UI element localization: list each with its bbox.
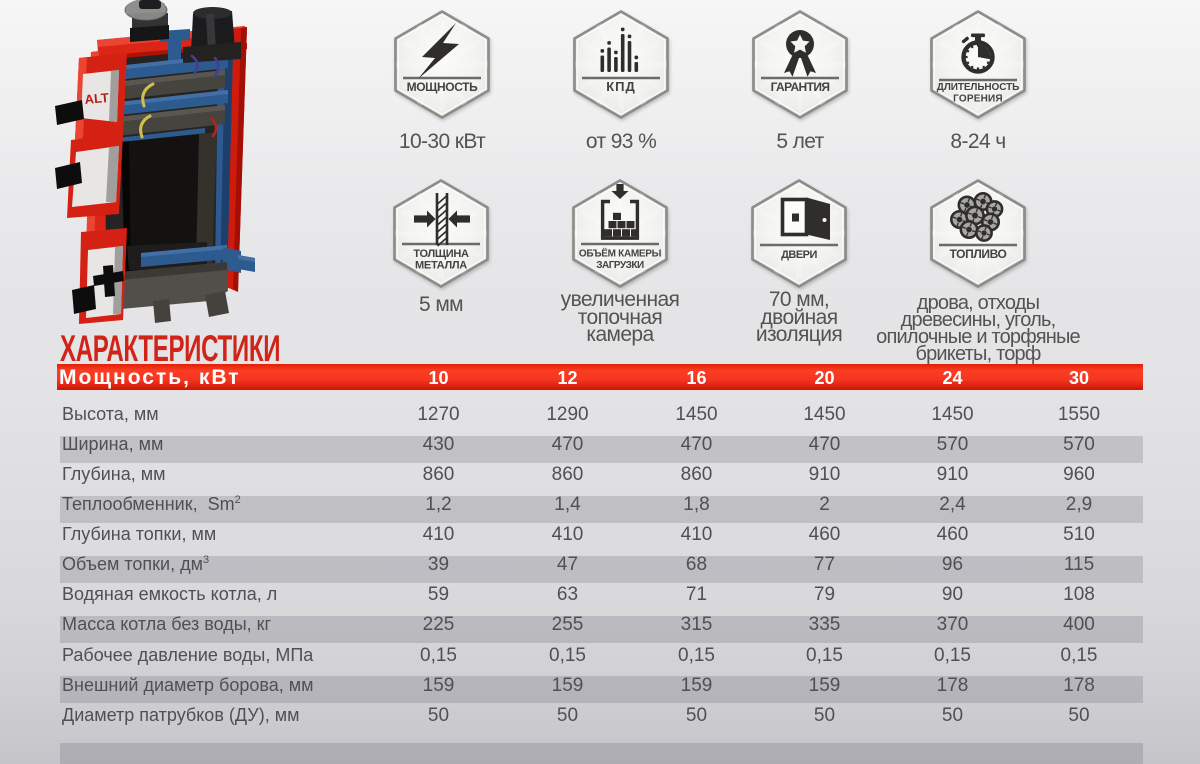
svg-text:ГОРЕНИЯ: ГОРЕНИЯ (953, 94, 1003, 105)
svg-text:МОЩНОСТЬ: МОЩНОСТЬ (407, 80, 478, 94)
svg-text:ГАРАНТИЯ: ГАРАНТИЯ (771, 80, 830, 94)
svg-text:ТОПЛИВО: ТОПЛИВО (950, 247, 1007, 261)
svg-text:ЗАГРУЗКИ: ЗАГРУЗКИ (596, 260, 644, 271)
svg-text:ДВЕРИ: ДВЕРИ (781, 249, 817, 261)
svg-text:ОБЪЁМ КАМЕРЫ: ОБЪЁМ КАМЕРЫ (579, 247, 662, 260)
svg-text:ДЛИТЕЛЬНОСТЬ: ДЛИТЕЛЬНОСТЬ (937, 82, 1019, 93)
svg-text:ALT: ALT (84, 90, 110, 107)
svg-text:МЕТАЛЛА: МЕТАЛЛА (415, 260, 467, 272)
svg-text:КПД: КПД (606, 79, 636, 94)
svg-text:ТОЛЩИНА: ТОЛЩИНА (413, 248, 469, 260)
